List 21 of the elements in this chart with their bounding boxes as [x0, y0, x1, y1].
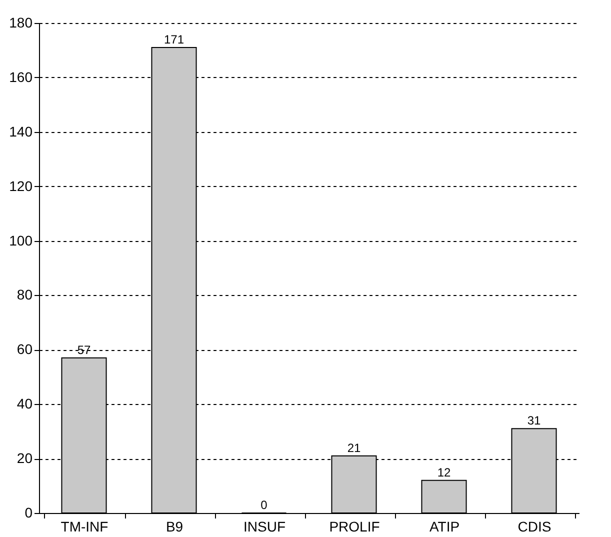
- data-label: 31: [527, 414, 541, 428]
- data-label: 0: [260, 498, 268, 512]
- y-tick-label: 40: [16, 396, 33, 412]
- x-tick-label: ATIP: [429, 518, 460, 534]
- x-tick-label: CDIS: [518, 518, 552, 534]
- x-tick-label: B9: [166, 518, 184, 534]
- y-tick-label: 80: [16, 286, 33, 303]
- y-tick-label: 20: [16, 450, 33, 466]
- data-label: 21: [347, 440, 361, 455]
- y-tick-label: 140: [9, 123, 33, 140]
- y-tick-label: 180: [9, 14, 33, 30]
- x-tick-label: TM-INF: [60, 518, 108, 534]
- y-tick-label: 60: [16, 341, 33, 358]
- y-tick-label: 100: [9, 232, 33, 248]
- y-tick-label: 120: [9, 178, 33, 194]
- y-tick-label: 160: [9, 68, 33, 85]
- data-label: 12: [437, 465, 451, 480]
- y-tick-label: 0: [24, 504, 33, 520]
- data-label: 171: [164, 32, 184, 46]
- x-tick-label: INSUF: [244, 518, 286, 534]
- x-tick-label: PROLIF: [329, 518, 380, 534]
